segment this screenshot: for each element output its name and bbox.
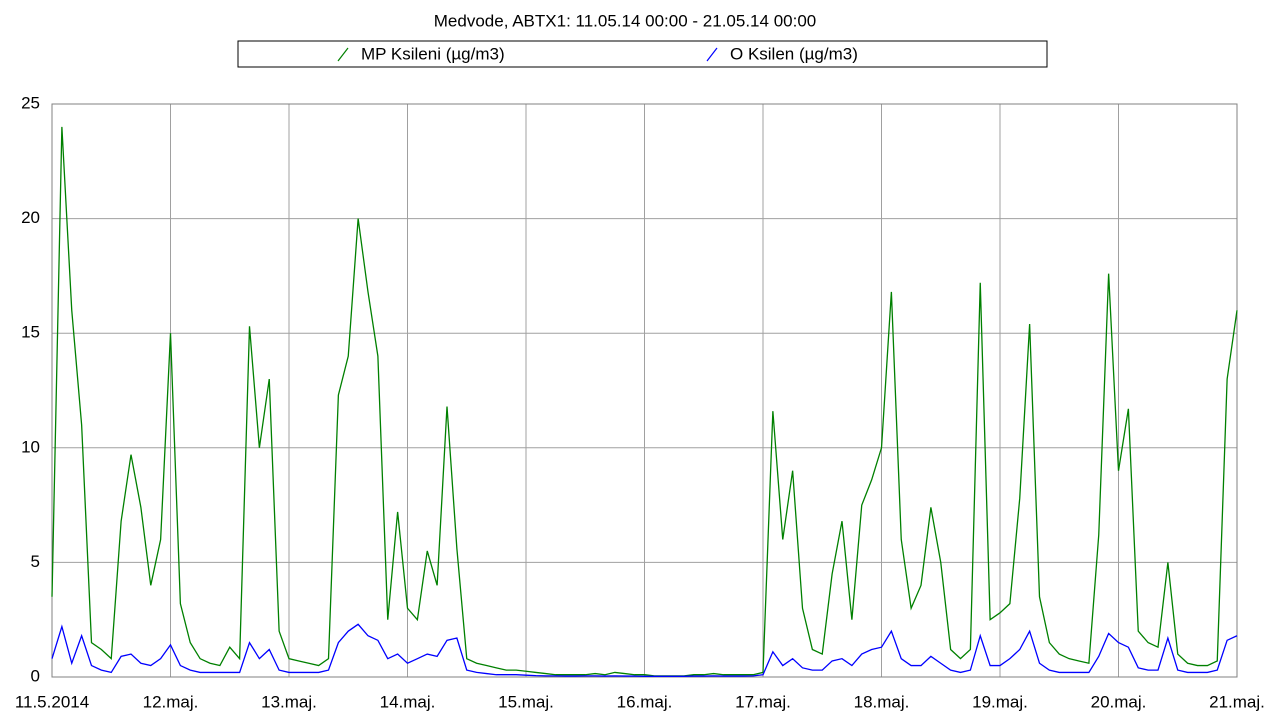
y-tick-label: 15: [21, 323, 40, 342]
legend-swatch: [706, 47, 718, 62]
y-tick-label: 5: [31, 552, 40, 571]
legend-box: [237, 40, 1048, 68]
x-tick-label: 14.maj.: [380, 692, 436, 711]
x-tick-label: 16.maj.: [617, 692, 673, 711]
chart-title: Medvode, ABTX1: 11.05.14 00:00 - 21.05.1…: [434, 11, 816, 30]
x-tick-label: 20.maj.: [1091, 692, 1147, 711]
legend-label: MP Ksileni (µg/m3): [361, 44, 505, 63]
data-line: [51, 126, 1238, 677]
data-line: [51, 623, 1238, 677]
x-tick-label: 12.maj.: [143, 692, 199, 711]
plot-border: [51, 103, 1238, 678]
x-tick-label: 19.maj.: [972, 692, 1028, 711]
y-tick-label: 0: [31, 666, 40, 685]
x-tick-label: 11.5.2014: [15, 692, 89, 711]
x-tick-label: 15.maj.: [498, 692, 554, 711]
legend-swatch: [337, 47, 349, 62]
x-tick-label: 13.maj.: [261, 692, 317, 711]
y-tick-label: 20: [21, 208, 40, 227]
legend-label: O Ksilen (µg/m3): [730, 44, 858, 63]
x-tick-label: 17.maj.: [735, 692, 791, 711]
y-tick-label: 10: [21, 437, 40, 456]
x-tick-label: 18.maj.: [854, 692, 910, 711]
x-tick-label: 21.maj.: [1209, 692, 1265, 711]
y-tick-label: 25: [21, 93, 40, 112]
